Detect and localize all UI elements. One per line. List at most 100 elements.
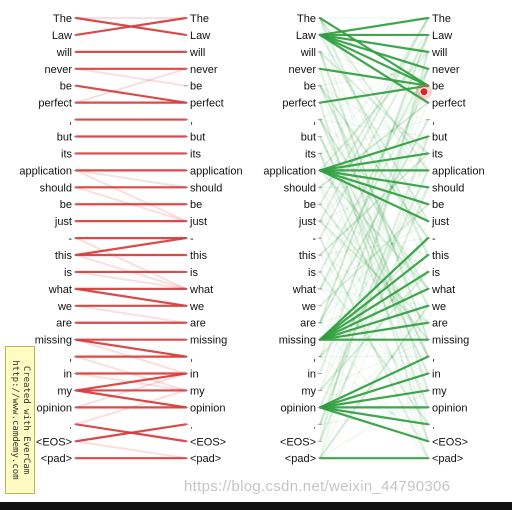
attention-link-faint [319,33,429,223]
target-token-label: we [189,301,204,313]
attention-link-strong [74,338,188,358]
target-token-label: in [432,369,441,381]
target-token-label: , [432,115,435,127]
source-token-label: this [55,250,73,262]
target-token-label: but [190,132,205,144]
attention-link-faint [319,33,429,240]
target-token-label: perfect [190,98,224,110]
cursor-dot-icon[interactable] [419,87,429,97]
target-token-label: application [432,165,485,177]
target-token-label: opinion [190,402,225,414]
attention-link-faint [319,17,429,223]
attention-link-strong [318,355,430,409]
source-token-label: <pad> [41,453,72,465]
attention-link-mesh [319,203,429,324]
target-token-label: missing [190,335,227,347]
attention-link-mesh [319,118,429,138]
source-token-label: application [263,165,316,177]
attention-link-strong [318,321,430,341]
attention-link-mesh [319,237,429,256]
attention-link-mesh [319,152,429,375]
source-token-label: Law [52,30,72,42]
target-token-label: should [432,182,464,194]
source-token-label: <EOS> [280,436,316,448]
source-token-label: in [307,369,316,381]
attention-link-strong [318,33,430,53]
source-token-label: what [48,284,72,296]
attention-link-strong [318,304,430,341]
target-token-label: should [190,182,222,194]
attention-link-faint [75,237,187,290]
attention-link-mesh [319,135,429,290]
attention-link-faint [319,203,429,341]
attention-link-strong [318,152,430,172]
source-token-label: is [308,267,316,279]
attention-link-mesh [319,186,429,273]
target-token-label: , [432,352,435,364]
attention-link-faint [319,67,429,392]
source-token-label: we [57,301,72,313]
bottom-border [0,502,512,510]
attention-link-strong [318,169,430,189]
target-token-label: The [190,13,209,25]
source-token-label: my [301,385,316,397]
attention-link-strong [318,236,430,341]
source-token-label: in [63,369,72,381]
target-token-label: my [432,385,447,397]
target-token-label: is [432,267,440,279]
target-token-label: are [432,318,448,330]
source-token-label: application [19,165,72,177]
attention-link-mesh [319,118,429,324]
source-token-label: we [301,301,316,313]
attention-link-mesh [319,220,429,256]
attention-link-strong [318,253,430,341]
attention-link-faint [319,50,429,155]
target-token-label: are [190,318,206,330]
attention-link-strong [318,406,430,443]
target-token-label: <pad> [190,453,221,465]
attention-link-mesh [319,220,429,290]
target-token-label: Law [190,30,210,42]
source-token-label: will [300,47,316,59]
source-token-label: is [64,267,72,279]
target-token-label: - [190,233,194,245]
source-token-label: should [284,182,316,194]
attention-link-faint [319,118,429,358]
attention-link-faint [319,203,429,307]
evercam-url: http://www.camdemy.com [10,360,20,480]
attention-link-mesh [319,118,429,155]
source-token-label: never [44,64,72,76]
attention-link-strong [318,33,430,87]
target-token-label: is [190,267,198,279]
target-token-label: but [432,132,447,144]
source-token-label: be [304,81,316,93]
attention-link-strong [74,389,188,409]
target-token-label: this [190,250,208,262]
source-token-label: what [292,284,316,296]
target-token-label: be [432,199,444,211]
source-token-label: , [313,352,316,364]
source-token-label: my [57,385,72,397]
target-token-label: what [431,284,455,296]
source-token-label: missing [35,335,72,347]
target-token-label: <pad> [432,453,463,465]
target-token-label: will [189,47,205,59]
attention-link-faint [319,270,429,426]
source-token-label: , [69,115,72,127]
attention-link-mesh [319,51,429,459]
attention-link-faint [319,50,429,443]
attention-link-faint [75,169,187,223]
attention-link-mesh [319,186,429,358]
attention-link-mesh [319,101,429,358]
attention-panel-right: The The Law Law will will never never be be perfec… [263,13,484,465]
evercam-created-with: Created with EverCam [21,365,31,475]
evercam-badge[interactable]: Created with EverCam http://www.camdemy.… [5,346,35,494]
source-token-label: The [297,13,316,25]
source-token-label: perfect [282,98,316,110]
attention-link-mesh [319,17,429,273]
attention-link-strong [74,287,188,307]
source-token-label: its [305,148,317,160]
attention-link-strong [318,169,430,223]
attention-link-strong [74,423,188,443]
target-token-label: , [190,115,193,127]
